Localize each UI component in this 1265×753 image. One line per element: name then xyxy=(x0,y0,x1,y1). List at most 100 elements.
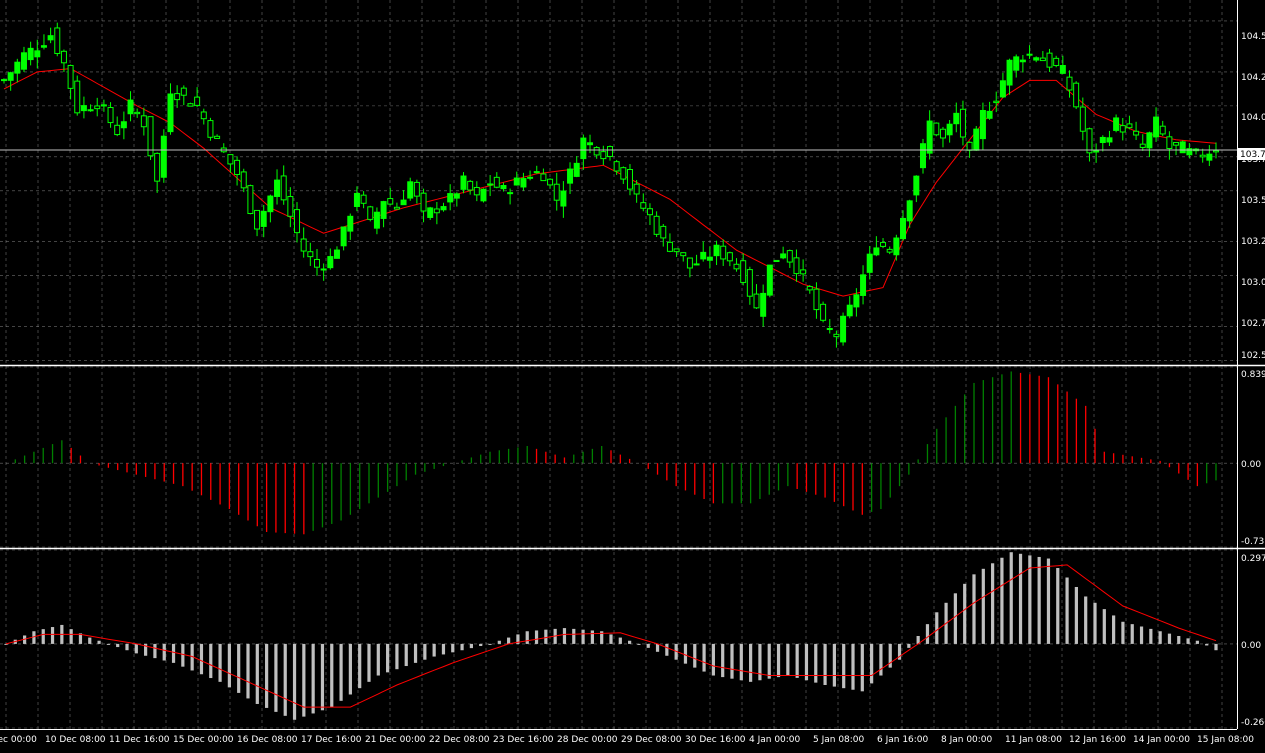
candle-body xyxy=(373,211,380,229)
osma-bar xyxy=(1177,635,1181,644)
candle-body xyxy=(40,45,47,48)
candle-body xyxy=(673,248,680,253)
osma-bar xyxy=(227,643,231,688)
candle-body xyxy=(87,109,94,112)
osma-bar xyxy=(823,643,827,686)
osma-bar xyxy=(767,643,771,679)
osma-bar xyxy=(1195,640,1199,644)
osma-bar xyxy=(162,643,166,661)
candle-body xyxy=(1073,82,1080,108)
candle-body xyxy=(886,248,893,253)
candle-body xyxy=(760,292,767,317)
osma-bar xyxy=(1028,555,1032,644)
osma-bar xyxy=(646,643,650,648)
osma-bar xyxy=(925,624,930,644)
candle-body xyxy=(1199,154,1206,158)
candle-body xyxy=(180,87,187,96)
osma-bar xyxy=(41,629,45,644)
osma-bar xyxy=(525,631,529,644)
candle-body xyxy=(726,252,733,262)
candle-body xyxy=(100,104,107,107)
candle-body xyxy=(966,141,973,151)
candle-body xyxy=(500,185,507,190)
osma-bar xyxy=(637,643,641,645)
candle-body xyxy=(480,188,487,202)
candle-body xyxy=(74,80,81,114)
candle-body xyxy=(866,253,873,273)
candle-body xyxy=(1186,148,1193,156)
price-grid xyxy=(0,20,1237,361)
candle-body xyxy=(420,192,427,212)
candle-body xyxy=(1159,125,1166,135)
osma-bar xyxy=(144,643,148,656)
time-tick-label: 22 Dec 08:00 xyxy=(429,735,490,745)
candle-body xyxy=(60,50,67,64)
time-tick-label: 10 Dec 08:00 xyxy=(45,735,106,745)
candle-body xyxy=(387,198,394,205)
osma-bar xyxy=(1158,631,1162,644)
time-tick-label: 9 Dec 00:00 xyxy=(0,735,37,745)
osma-bar xyxy=(153,643,157,659)
osma-bar xyxy=(50,627,55,644)
candle-body xyxy=(367,206,374,220)
osma-bar xyxy=(758,643,762,681)
candle-body xyxy=(20,52,27,70)
osma-bar xyxy=(730,643,734,679)
candle-body xyxy=(1126,123,1133,129)
time-tick-label: 23 Dec 16:00 xyxy=(493,735,554,745)
current-price-marker xyxy=(1238,148,1265,160)
price-tick-label: 102.7 xyxy=(1241,319,1265,329)
time-tick-label: 5 Jan 08:00 xyxy=(813,735,865,745)
candle-body xyxy=(1139,143,1146,148)
candle-body xyxy=(919,143,926,169)
candle-body xyxy=(433,208,440,214)
candle-body xyxy=(1046,52,1053,68)
candle-body xyxy=(793,257,800,275)
osma-bar xyxy=(283,643,287,716)
ao-tick-label: 0.00 xyxy=(1241,460,1261,470)
osma-bar xyxy=(320,643,325,711)
candle-body xyxy=(1013,56,1020,71)
candle-body xyxy=(67,64,74,89)
candle-body xyxy=(234,159,241,175)
osma-bar xyxy=(265,643,269,708)
current-price-label: 103.7 xyxy=(1240,150,1265,160)
osma-bar xyxy=(246,643,250,699)
osma-bar xyxy=(609,634,613,644)
ao-axis: 0.839 0.00 -0.731 xyxy=(1241,370,1265,547)
osma-bar xyxy=(479,643,483,647)
time-tick-label: 11 Jan 08:00 xyxy=(1005,735,1062,745)
osma-bar xyxy=(590,630,594,644)
candle-body xyxy=(1173,141,1180,146)
osma-bar xyxy=(683,643,688,664)
candle-body xyxy=(547,178,554,186)
osma-bar xyxy=(804,643,809,681)
time-tick-label: 17 Dec 16:00 xyxy=(301,735,362,745)
candle-body xyxy=(227,154,234,165)
candle-body xyxy=(979,109,986,140)
osma-bar xyxy=(469,643,473,649)
candle-body xyxy=(740,260,747,283)
candle-body xyxy=(340,226,347,247)
osma-bar xyxy=(237,643,241,693)
osma-bar xyxy=(255,643,259,704)
candle-body xyxy=(1146,132,1153,149)
osma-bar xyxy=(600,631,604,644)
candle-body xyxy=(400,199,407,206)
candle-body xyxy=(1,79,7,82)
osma-bar xyxy=(897,643,902,660)
candle-body xyxy=(34,50,41,58)
candle-body xyxy=(1066,76,1073,91)
price-tick-label: 104.0 xyxy=(1241,113,1265,123)
osma-bar xyxy=(1186,638,1190,644)
osma-bar xyxy=(963,583,967,644)
osma-bar xyxy=(1065,577,1069,644)
candle-body xyxy=(507,192,514,195)
price-tick-label: 102.5 xyxy=(1241,351,1265,361)
candle-body xyxy=(607,146,613,157)
osma-bar xyxy=(292,643,297,720)
candle-body xyxy=(1206,153,1213,161)
osma-bar xyxy=(125,643,129,651)
